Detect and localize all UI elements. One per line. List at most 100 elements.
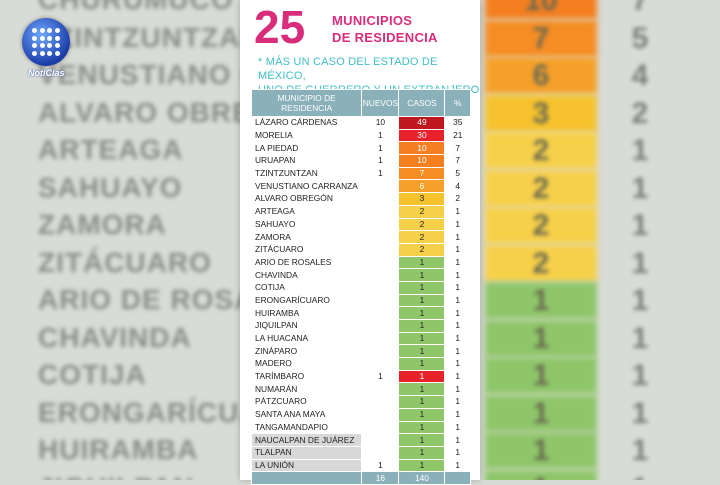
background-row-name: CHAVINDA	[38, 321, 192, 353]
nuevos-cell: 1	[361, 154, 400, 168]
total-nuevos-cell: 16	[361, 471, 400, 485]
pct-cell: 5	[444, 166, 471, 181]
background-row-value: 1	[532, 396, 550, 430]
nuevos-cell	[361, 344, 400, 359]
background-row-value: 1	[532, 359, 550, 392]
table-header-row: MUNICIPIO DE RESIDENCIA NUEVOS CASOS %	[250, 89, 471, 117]
background-row-value: 3	[532, 96, 550, 130]
background-row-color	[485, 57, 597, 94]
casos-cell: 1	[398, 395, 446, 409]
card-title-line2: DE RESIDENCIA	[332, 30, 438, 45]
background-row-pct: 5	[631, 21, 649, 55]
table-row: MORELIA 1 30 21	[250, 128, 471, 143]
casos-cell: 2	[398, 242, 446, 257]
table-row: TANGAMANDAPIO 1 1	[250, 420, 471, 435]
background-row-color	[485, 319, 597, 357]
casos-cell: 2	[398, 204, 446, 219]
pct-cell: 1	[444, 268, 471, 282]
municipio-cell: HUIRAMBA	[250, 306, 363, 320]
pct-cell: 1	[444, 306, 471, 320]
background-row-color	[485, 19, 597, 57]
nuevos-cell	[361, 357, 400, 371]
municipio-cell: ZAMORA	[250, 230, 363, 244]
background-row-pct: 1	[631, 434, 649, 467]
nuevos-cell	[361, 179, 400, 194]
casos-cell: 1	[398, 319, 446, 333]
background-row-value: 1	[532, 434, 550, 467]
casos-cell: 1	[398, 382, 446, 397]
background-row-value: 1	[532, 284, 550, 317]
casos-cell: 1	[398, 357, 446, 371]
background-row-color	[485, 207, 597, 244]
background-row-pct: 1	[631, 396, 649, 430]
background-row-pct: 1	[631, 284, 649, 317]
background-row-color	[485, 244, 597, 282]
background-row-pct: 1	[620, 472, 660, 481]
background-row: ZAMORA 2 1	[0, 207, 720, 244]
table-row: JIQUILPAN 1 1	[250, 319, 471, 333]
table-row: LA PIEDAD 1 10 7	[250, 141, 471, 156]
casos-cell: 1	[398, 306, 446, 320]
pct-cell: 1	[444, 433, 471, 447]
casos-cell: 10	[398, 154, 446, 168]
casos-cell: 1	[398, 407, 446, 422]
background-row: CHAVINDA 1 1	[0, 319, 720, 357]
background-row: JIQUILPAN 1 1	[0, 469, 720, 481]
pct-cell: 1	[444, 293, 471, 308]
table-row: URUAPAN 1 10 7	[250, 154, 471, 168]
background-row-pct: 1	[631, 171, 649, 205]
pct-cell: 1	[444, 369, 471, 384]
background-row-name: ZAMORA	[38, 209, 167, 240]
nuevos-cell	[361, 407, 400, 422]
municipio-cell: CHAVINDA	[250, 268, 363, 282]
background-row-name: CHURUMUCO	[38, 0, 234, 16]
nuevos-cell: 10	[361, 116, 400, 130]
background-row-value: 1	[485, 472, 597, 481]
municipio-cell: MORELIA	[250, 128, 363, 143]
casos-cell: 1	[398, 433, 446, 447]
municipio-cell: LA HUACANA	[250, 331, 363, 346]
pct-cell: 1	[444, 445, 471, 460]
background-row-value: 2	[532, 246, 550, 280]
table-row: LÁZARO CÁRDENAS 10 49 35	[250, 116, 471, 130]
municipio-cell: TANGAMANDAPIO	[250, 420, 363, 435]
nuevos-cell	[361, 204, 400, 219]
pct-cell: 21	[444, 128, 471, 143]
background-row-color	[485, 282, 597, 319]
municipio-cell: TARÍMBARO	[250, 369, 363, 384]
municipio-cell: COTIJA	[250, 280, 363, 295]
background-row-pct: 4	[631, 59, 649, 92]
pct-cell: 1	[444, 255, 471, 270]
municipio-cell: TZINTZUNTZAN	[250, 166, 363, 181]
column-header-pct: %	[444, 89, 471, 117]
municipio-cell: SANTA ANA MAYA	[250, 407, 363, 422]
table-row: CHAVINDA 1 1	[250, 268, 471, 282]
background-row-name: COTIJA	[38, 359, 147, 390]
pct-cell: 1	[444, 420, 471, 435]
pct-cell: 1	[444, 331, 471, 346]
municipio-cell: SAHUAYO	[250, 217, 363, 232]
pct-cell: 1	[444, 407, 471, 422]
nuevos-cell: 1	[361, 458, 400, 473]
casos-cell: 1	[398, 344, 446, 359]
background-row-value: 2	[532, 171, 550, 205]
background-row-value: 2	[532, 134, 550, 167]
background-row-color	[485, 394, 597, 432]
background-row-name: ZITÁCUARO	[38, 246, 212, 278]
municipio-cell: JIQUILPAN	[250, 319, 363, 333]
table-row: NAUCALPAN DE JUÁREZ 1 1	[250, 433, 471, 447]
casos-cell: 1	[398, 293, 446, 308]
nuevos-cell	[361, 306, 400, 320]
casos-cell: 2	[398, 230, 446, 244]
pct-cell: 1	[444, 230, 471, 244]
pct-cell: 7	[444, 154, 471, 168]
background-row: ZITÁCUARO 2 1	[0, 244, 720, 282]
background-row-pct: 7	[631, 0, 649, 17]
nuevos-cell	[361, 293, 400, 308]
background-row-value: 2	[532, 209, 550, 242]
background-row-color	[485, 432, 597, 469]
municipio-cell: ZITÁCUARO	[250, 242, 363, 257]
casos-cell: 1	[398, 445, 446, 460]
background-row-name: SAHUAYO	[38, 171, 183, 203]
background-row: HUIRAMBA 1 1	[0, 432, 720, 469]
